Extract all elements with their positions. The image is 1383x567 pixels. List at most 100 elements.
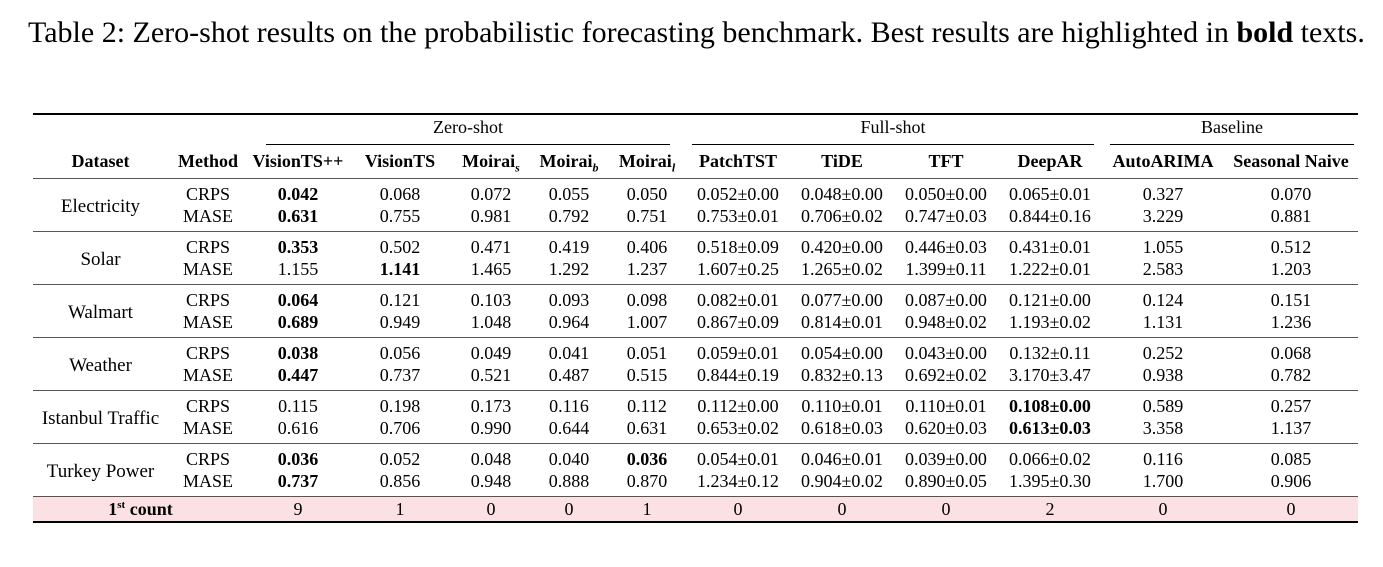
value-cell: 0.870 <box>626 470 668 491</box>
metric-cell: CRPS <box>185 342 231 363</box>
value-cell: 0.844±0.16 <box>1009 205 1091 226</box>
value-cell: 0.046±0.01 <box>801 448 883 469</box>
metric-cell: MASE <box>182 311 233 332</box>
count-label-sup: st <box>117 498 126 511</box>
value-cell: 0.692±0.02 <box>905 364 987 385</box>
count-value-cell: 1 <box>608 496 686 522</box>
value-cell: 0.040 <box>548 448 590 469</box>
header-moirai-s: Moirais <box>462 151 520 175</box>
value-cell: 2.583 <box>1142 258 1184 279</box>
header-moirai-b: Moiraib <box>539 151 599 175</box>
value-cell: 1.399±0.11 <box>905 258 987 279</box>
value-cell: 0.173 <box>470 395 512 416</box>
table-row: Walmart CRPS 0.064 0.121 0.103 0.093 0.098 0.08… <box>33 284 1358 323</box>
value-cell: 0.036 <box>277 448 319 469</box>
header-tft: TFT <box>928 151 964 171</box>
value-cell: 0.420±0.00 <box>801 236 883 257</box>
value-cell: 0.949 <box>379 311 421 332</box>
value-cell: 0.115 <box>278 395 318 416</box>
value-cell: 0.906 <box>1270 470 1312 491</box>
value-cell: 0.085 <box>1270 448 1312 469</box>
value-cell: 0.737 <box>379 364 421 385</box>
value-cell: 0.065±0.01 <box>1009 183 1091 204</box>
header-deepar: DeepAR <box>1017 151 1083 171</box>
value-cell: 3.170±3.47 <box>1009 364 1091 385</box>
value-cell: 0.644 <box>548 417 590 438</box>
value-cell: 0.631 <box>626 417 668 438</box>
value-cell: 0.747±0.03 <box>905 205 987 226</box>
value-cell: 0.068 <box>379 183 421 204</box>
value-cell: 0.792 <box>548 205 590 226</box>
value-cell: 0.108±0.00 <box>1009 395 1091 416</box>
value-cell: 0.038 <box>277 342 319 363</box>
value-cell: 0.257 <box>1270 395 1312 416</box>
value-cell: 0.151 <box>1270 289 1312 310</box>
value-cell: 1.265±0.02 <box>801 258 883 279</box>
value-cell: 0.121±0.00 <box>1009 289 1091 310</box>
value-cell: 0.098 <box>626 289 668 310</box>
value-cell: 0.589 <box>1142 395 1184 416</box>
value-cell: 0.616 <box>277 417 319 438</box>
value-cell: 1.236 <box>1270 311 1312 332</box>
value-cell: 0.036 <box>626 448 668 469</box>
table-row: Solar CRPS 0.353 0.502 0.471 0.419 0.406 0.518±… <box>33 231 1358 270</box>
value-cell: 0.064 <box>277 289 319 310</box>
value-cell: 1.234±0.12 <box>697 470 779 491</box>
value-cell: 0.964 <box>548 311 590 332</box>
value-cell: 1.237 <box>626 258 668 279</box>
value-cell: 1.292 <box>548 258 590 279</box>
metric-cell: MASE <box>182 364 233 385</box>
dataset-cell: Weather <box>69 355 132 376</box>
value-cell: 1.055 <box>1142 236 1184 257</box>
value-cell: 0.041 <box>548 342 590 363</box>
table-row: Electricity CRPS 0.042 0.068 0.072 0.055 0.050… <box>33 178 1358 217</box>
value-cell: 0.890±0.05 <box>905 470 987 491</box>
header-method: Method <box>178 151 238 171</box>
table-row: Weather CRPS 0.038 0.056 0.049 0.041 0.051 0.05… <box>33 337 1358 376</box>
value-cell: 0.112±0.00 <box>697 395 779 416</box>
value-cell: 0.755 <box>379 205 421 226</box>
value-cell: 0.948±0.02 <box>905 311 987 332</box>
value-cell: 0.737 <box>277 470 319 491</box>
table-row: Turkey Power CRPS 0.036 0.052 0.048 0.040 0.03… <box>33 443 1358 482</box>
value-cell: 1.141 <box>379 258 421 279</box>
value-cell: 0.706±0.02 <box>801 205 883 226</box>
value-cell: 0.048±0.00 <box>801 183 883 204</box>
value-cell: 1.131 <box>1142 311 1184 332</box>
value-cell: 0.252 <box>1142 342 1184 363</box>
value-cell: 0.042 <box>277 183 319 204</box>
value-cell: 0.051 <box>626 342 668 363</box>
header-moirai-l: Moirail <box>618 151 676 175</box>
count-value-cell: 9 <box>248 496 348 522</box>
value-cell: 1.465 <box>470 258 512 279</box>
value-cell: 0.487 <box>548 364 590 385</box>
value-cell: 0.689 <box>277 311 319 332</box>
value-cell: 0.198 <box>379 395 421 416</box>
value-cell: 0.653±0.02 <box>697 417 779 438</box>
value-cell: 0.087±0.00 <box>905 289 987 310</box>
value-cell: 0.515 <box>626 364 668 385</box>
table-row: MASE 0.689 0.949 1.048 0.964 1.007 0.867±0.09 0… <box>33 311 1358 338</box>
value-cell: 0.620±0.03 <box>905 417 987 438</box>
value-cell: 0.077±0.00 <box>801 289 883 310</box>
group-baseline: Baseline <box>1110 117 1354 145</box>
value-cell: 0.116 <box>549 395 589 416</box>
header-autoarima: AutoARIMA <box>1112 151 1214 171</box>
value-cell: 0.419 <box>548 236 590 257</box>
value-cell: 0.039±0.00 <box>905 448 987 469</box>
value-cell: 0.753±0.01 <box>697 205 779 226</box>
metric-cell: MASE <box>182 417 233 438</box>
value-cell: 0.521 <box>470 364 512 385</box>
value-cell: 1.395±0.30 <box>1009 470 1091 491</box>
value-cell: 0.056 <box>379 342 421 363</box>
header-seasonal-naive: Seasonal Naive <box>1233 151 1349 171</box>
dataset-cell: Electricity <box>60 196 141 217</box>
value-cell: 0.068 <box>1270 342 1312 363</box>
table-row: MASE 1.155 1.141 1.465 1.292 1.237 1.607±0.25 1… <box>33 258 1358 285</box>
value-cell: 0.121 <box>379 289 421 310</box>
value-cell: 0.431±0.01 <box>1009 236 1091 257</box>
value-cell: 0.070 <box>1270 183 1312 204</box>
value-cell: 0.518±0.09 <box>697 236 779 257</box>
metric-cell: CRPS <box>185 183 231 204</box>
count-value-cell: 0 <box>686 496 790 522</box>
